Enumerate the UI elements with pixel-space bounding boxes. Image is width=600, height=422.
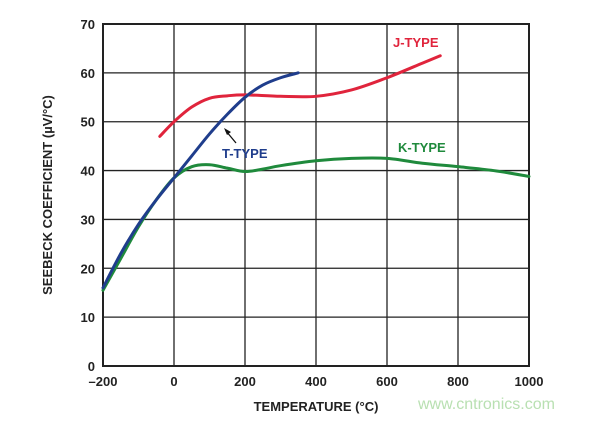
watermark: www.cntronics.com [418,396,555,413]
plot-frame [102,23,530,367]
legend-label-t-type: T-TYPE [222,146,268,161]
y-tick-label: 60 [81,66,95,81]
legend-label-j-type: J-TYPE [393,35,439,50]
y-tick-label: 0 [88,359,95,374]
t-type-arrowhead [224,128,231,135]
series-line-j-type [158,54,442,138]
y-tick-label: 40 [81,164,95,179]
legend-label-k-type: K-TYPE [398,140,446,155]
y-tick-label: 10 [81,310,95,325]
series-line-t-type [101,71,300,290]
y-tick-label: 70 [81,17,95,32]
x-tick-label: 0 [170,374,177,389]
x-tick-label: 1000 [515,374,544,389]
x-tick-label: 800 [447,374,469,389]
y-axis-label: SEEBECK COEFFICIENT (µV/°C) [40,95,55,295]
y-tick-label: 30 [81,212,95,227]
y-tick-label: 50 [81,115,95,130]
x-tick-label: 600 [376,374,398,389]
x-axis-label: TEMPERATURE (°C) [254,399,379,414]
x-tick-label: –200 [89,374,118,389]
y-tick-label: 20 [81,261,95,276]
x-tick-label: 400 [305,374,327,389]
x-tick-label: 200 [234,374,256,389]
